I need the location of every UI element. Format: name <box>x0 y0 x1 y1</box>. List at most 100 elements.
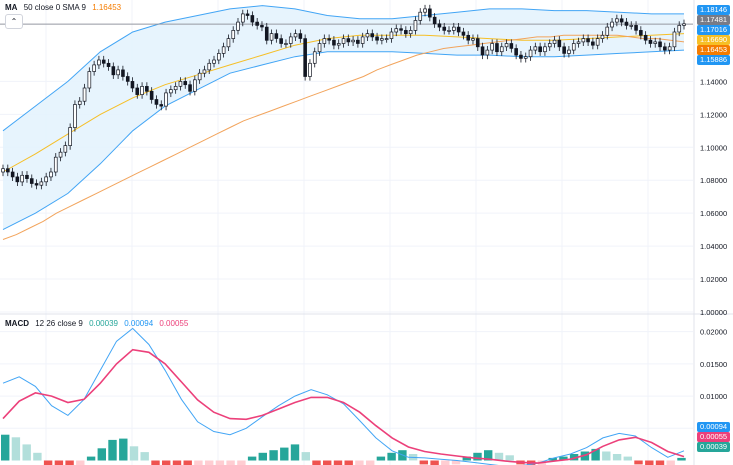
macd-histogram-bar <box>376 456 386 461</box>
candle-body <box>643 34 648 41</box>
candle-body <box>576 41 581 44</box>
price-tick-label: 1.06000 <box>700 209 727 218</box>
candle-body <box>480 46 485 56</box>
candle-body <box>394 28 399 33</box>
macd-histogram-bar <box>473 452 482 461</box>
candle-body <box>667 46 672 51</box>
candle-body <box>49 171 53 178</box>
candle-body <box>298 33 303 39</box>
candle-body <box>106 62 111 67</box>
macd-histogram-bar <box>97 448 106 461</box>
candle-body <box>212 59 216 64</box>
chevron-up-icon: ⌃ <box>10 17 18 26</box>
candle-body <box>533 46 538 51</box>
candle-body <box>77 100 82 105</box>
candle-body <box>178 81 183 87</box>
candle-body <box>389 31 394 39</box>
price-badge: 1.16453 <box>697 45 730 55</box>
candle-body <box>284 43 288 45</box>
macd-histogram-bar <box>355 460 364 465</box>
macd-legend: MACD 12 26 close 9 0.00039 0.00094 0.000… <box>5 319 192 328</box>
candle-body <box>475 38 480 48</box>
candle-body <box>260 25 264 28</box>
candle-body <box>528 49 533 58</box>
candle-body <box>44 176 48 183</box>
candle-body <box>279 38 283 44</box>
macd-histogram-bar <box>119 438 128 461</box>
candle-body <box>663 46 667 51</box>
macd-histogram-bar <box>76 460 85 465</box>
macd-histogram-bar <box>666 460 675 465</box>
candle-body <box>92 64 96 72</box>
macd-histogram-bar <box>215 460 225 465</box>
price-tick-label: 1.08000 <box>700 176 727 185</box>
candle-body <box>365 33 370 38</box>
candle-body <box>399 28 403 31</box>
candle-body <box>221 46 226 54</box>
candle-body <box>39 181 44 186</box>
candle-body <box>418 11 423 21</box>
macd-tick-label: 0.01500 <box>700 360 727 369</box>
candle-body <box>428 8 432 18</box>
candle-body <box>217 53 221 61</box>
macd-histogram-bar <box>612 454 622 461</box>
macd-histogram-bar <box>269 450 278 461</box>
macd-histogram-bar <box>602 451 611 461</box>
candle-body <box>193 79 197 92</box>
price-tick-label: 1.02000 <box>700 275 727 284</box>
macd-layer <box>1 327 686 465</box>
candle-body <box>140 86 144 95</box>
candle-body <box>461 31 466 36</box>
candle-body <box>519 54 523 59</box>
candle-body <box>34 183 39 186</box>
candle-body <box>241 13 245 23</box>
bollinger-lower-line <box>2 49 685 231</box>
candle-body <box>149 90 154 100</box>
candle-body <box>303 38 307 77</box>
candle-body <box>245 13 250 16</box>
candle-body <box>370 33 375 38</box>
candle-body <box>442 26 447 31</box>
macd-histogram-bar <box>129 446 139 461</box>
macd-histogram-bar <box>290 444 300 461</box>
legend-macd-name: MACD <box>5 319 29 328</box>
macd-histogram-bar <box>43 460 53 465</box>
candle-body <box>73 104 77 128</box>
macd-value-badge: 0.00039 <box>697 442 730 452</box>
macd-value-badge: 0.00094 <box>697 422 730 432</box>
candle-body <box>111 66 116 76</box>
collapse-legend-button[interactable]: ⌃ <box>5 14 23 29</box>
candle-body <box>101 59 106 64</box>
macd-histogram-bar <box>301 452 310 461</box>
candle-body <box>341 38 346 44</box>
candle-body <box>562 46 566 54</box>
candle-body <box>63 145 68 153</box>
candle-body <box>567 49 571 54</box>
macd-histogram-bar <box>569 454 579 461</box>
macd-histogram-bar <box>548 457 557 461</box>
macd-histogram-bar <box>462 456 471 461</box>
price-badge: 1.18146 <box>697 5 730 15</box>
legend-ma-params: 50 close 0 SMA 9 <box>23 3 86 12</box>
candle-body <box>619 18 624 23</box>
macd-histogram-bar <box>591 448 600 461</box>
candle-body <box>672 31 677 48</box>
macd-histogram-bar <box>33 452 42 461</box>
candle-body <box>356 39 360 44</box>
price-axis: 1.00000 1.02000 1.04000 1.06000 1.08000 1.100… <box>700 77 727 433</box>
candle-body <box>552 39 557 44</box>
bollinger-upper-line <box>2 5 684 132</box>
candle-body <box>269 33 274 41</box>
macd-histogram-bar <box>65 460 74 465</box>
candle-body <box>629 25 634 27</box>
candle-body <box>634 25 638 31</box>
candle-body <box>6 168 10 173</box>
candle-body <box>384 38 389 40</box>
bollinger-band-area <box>3 5 684 230</box>
candle-body <box>581 38 586 43</box>
candle-body <box>557 39 562 48</box>
candle-body <box>413 20 418 31</box>
candle-body <box>351 39 355 43</box>
